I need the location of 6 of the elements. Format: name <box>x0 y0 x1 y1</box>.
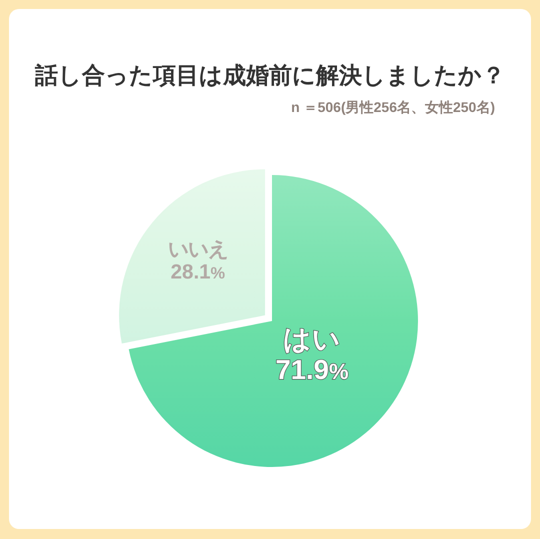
chart-title: 話し合った項目は成婚前に解決しましたか？ <box>34 62 505 88</box>
slice-label: いいえ <box>168 238 228 262</box>
data-label: 28.1% <box>170 260 226 284</box>
data-label: 71.9% <box>275 354 349 385</box>
chart-subtitle: n ＝506(男性256名、女性250名) <box>291 99 495 115</box>
slice-label: はい <box>282 324 341 355</box>
